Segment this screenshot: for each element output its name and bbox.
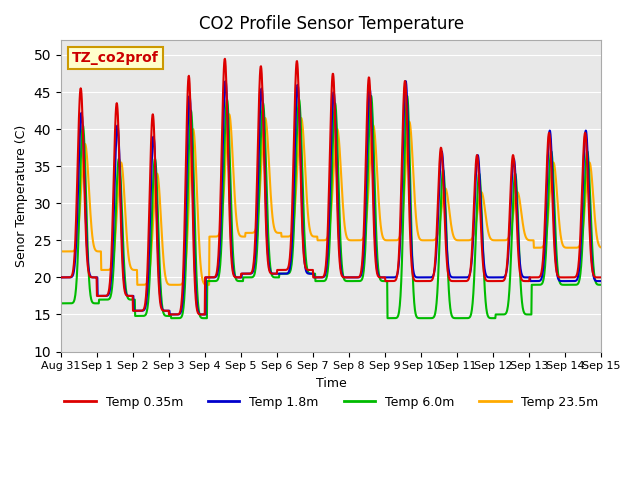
Legend: Temp 0.35m, Temp 1.8m, Temp 6.0m, Temp 23.5m: Temp 0.35m, Temp 1.8m, Temp 6.0m, Temp 2…: [60, 391, 603, 414]
Text: TZ_co2prof: TZ_co2prof: [72, 51, 159, 65]
X-axis label: Time: Time: [316, 377, 346, 390]
Y-axis label: Senor Temperature (C): Senor Temperature (C): [15, 125, 28, 267]
Title: CO2 Profile Sensor Temperature: CO2 Profile Sensor Temperature: [198, 15, 463, 33]
